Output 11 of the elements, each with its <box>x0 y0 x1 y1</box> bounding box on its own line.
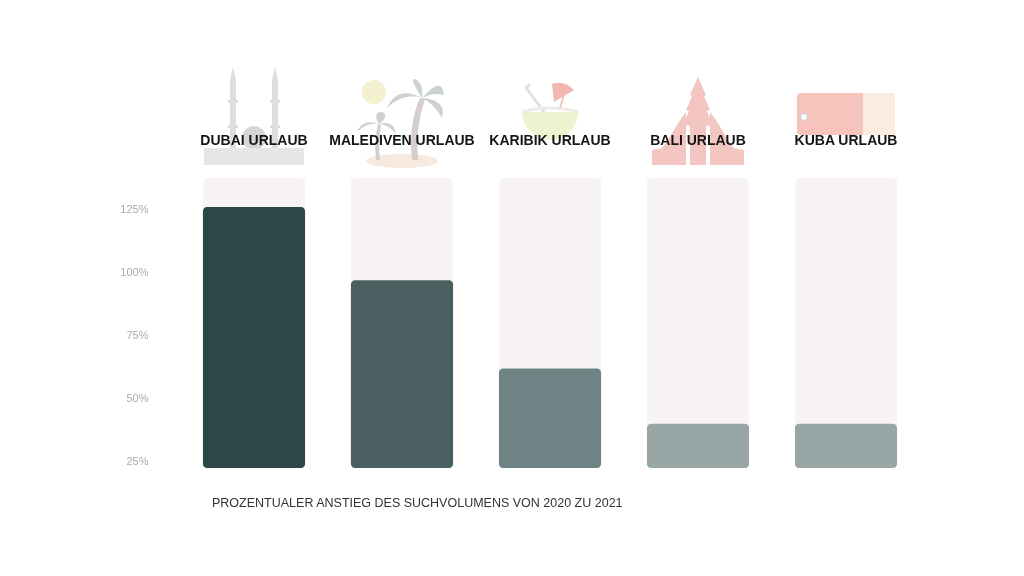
x-tick-label: KUBA URLAUB <box>794 131 898 148</box>
text: PROZENTUALER ANSTIEG DES SUCHVOLUMENS VON 2020 ZU 2021 <box>212 496 623 510</box>
y-tick-label: 75% <box>126 329 149 342</box>
y-tick-label: 50% <box>126 392 149 405</box>
x-tick-label: MALEDIVEN URLAUB <box>329 131 475 148</box>
y-tick-label: 100% <box>120 266 149 279</box>
x-tick-label: BALI URLAUB <box>650 131 746 148</box>
y-tick-label: 125% <box>120 203 149 216</box>
x-tick-label: KARIBIK URLAUB <box>489 131 611 148</box>
x-tick-label: DUBAI URLAUB <box>200 131 308 148</box>
y-tick-label: 25% <box>126 455 149 468</box>
